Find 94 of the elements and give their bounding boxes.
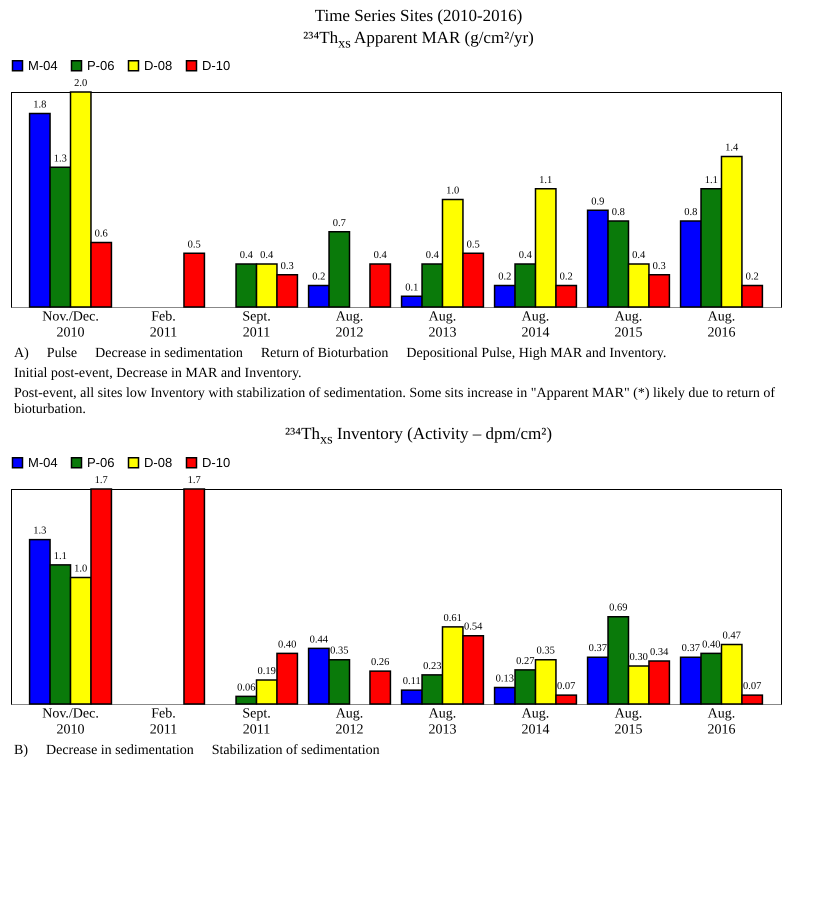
data-label: 0.9 (591, 196, 604, 208)
data-label: 1.7 (94, 474, 108, 486)
data-label: 0.07 (742, 680, 762, 692)
text: Stabilization of sedimentation (212, 742, 380, 759)
legend-label: P-06 (87, 454, 114, 470)
data-label: 1.8 (33, 100, 46, 111)
x-tick-label: Aug. 2014 (521, 706, 550, 738)
data-label: 0.44 (310, 634, 329, 646)
text: B) (14, 742, 28, 759)
x-tick-label: Aug. 2016 (707, 706, 736, 738)
data-label: 0.35 (536, 646, 555, 657)
bar (183, 252, 206, 308)
data-label: 1.4 (725, 142, 740, 154)
data-label: 0.34 (650, 646, 670, 658)
data-label: 0.2 (746, 272, 759, 283)
data-label: 0.2 (498, 272, 512, 283)
data-label: 0.19 (258, 666, 276, 677)
legend-label: D-10 (202, 454, 230, 470)
data-label: 0.26 (371, 656, 390, 668)
data-label: 0.11 (402, 676, 421, 687)
data-label: 1.1 (54, 550, 67, 562)
data-label: 0.4 (518, 250, 533, 262)
data-label: 0.8 (612, 207, 625, 218)
data-label: 0.13 (496, 673, 514, 684)
data-label: 0.4 (374, 250, 388, 262)
data-label: 0.54 (464, 621, 484, 632)
data-label: 0.4 (260, 250, 274, 262)
bar (369, 264, 392, 308)
data-label: 0.4 (240, 250, 254, 262)
legend-label: D-08 (144, 58, 172, 74)
text: A) (14, 346, 29, 362)
data-label: 0.7 (332, 218, 346, 230)
x-tick-label: Sept. 2011 (242, 706, 271, 738)
data-label: 0.40 (278, 639, 296, 650)
text: Return of Bioturbation (260, 346, 388, 362)
chart-title: Time Series Sites (2010-2016) (314, 6, 524, 26)
data-label: 1.0 (446, 186, 460, 197)
data-label: 0.61 (444, 612, 462, 624)
text: Decrease in sedimentation (46, 742, 194, 759)
chart-title: ²³⁴Th$_{xs}$ Inventory (Activity – dpm/cm²) (284, 424, 554, 449)
bar (369, 670, 392, 705)
data-label: 1.7 (188, 474, 201, 486)
data-label: 0.4 (426, 250, 440, 262)
x-tick-label: Nov./Dec. 2010 (42, 310, 99, 341)
data-label: 0.6 (94, 228, 108, 240)
data-label: 1.3 (54, 154, 67, 165)
data-label: 0.23 (423, 660, 442, 672)
data-label: 0.4 (632, 250, 646, 262)
data-label: 0.37 (682, 642, 700, 654)
x-tick-label: Feb. 2011 (150, 310, 178, 341)
x-tick-label: Aug. 2013 (428, 706, 456, 738)
data-label: 0.06 (237, 682, 256, 694)
data-label: 1.0 (74, 563, 88, 574)
x-tick-label: Sept. 2011 (242, 310, 271, 341)
data-label: 0.07 (556, 680, 576, 692)
data-label: 0.1 (405, 282, 418, 294)
data-label: 0.27 (516, 656, 534, 667)
x-tick-label: Aug. 2015 (614, 310, 642, 341)
x-tick-label: Aug. 2016 (707, 310, 736, 341)
data-label: 0.47 (722, 630, 741, 642)
legend-label: M-04 (28, 58, 58, 74)
data-label: 0.2 (312, 272, 326, 283)
data-label: 1.1 (704, 175, 718, 186)
data-label: 0.2 (560, 272, 573, 283)
text: Initial post-event, Decrease in MAR and Inventory. (14, 366, 302, 382)
legend-label: M-04 (28, 454, 58, 470)
data-label: 1.1 (539, 175, 552, 186)
legend-label: D-08 (144, 454, 172, 470)
x-tick-label: Aug. 2012 (336, 706, 364, 738)
x-tick-label: Feb. 2011 (150, 706, 178, 738)
data-label: 0.8 (684, 207, 698, 218)
text: Post-event, all sites low Inventory with stabilization of sedimentation. Some sits increase in "Apparent MAR" (*) likely due to return of bioturbation. (14, 386, 776, 418)
text: Depositional Pulse, High MAR and Inventory. (406, 346, 666, 362)
x-tick-label: Aug. 2012 (336, 310, 364, 341)
x-tick-label: Nov./Dec. 2010 (42, 706, 99, 738)
data-label: 0.5 (188, 240, 201, 251)
x-tick-label: Aug. 2013 (428, 310, 456, 341)
data-label: 0.30 (630, 652, 648, 663)
legend-label: P-06 (87, 58, 114, 74)
data-label: 0.3 (652, 261, 666, 272)
text: Pulse (46, 346, 78, 362)
legend-label: D-10 (202, 58, 230, 74)
data-label: 0.35 (330, 646, 348, 657)
data-label: 2.0 (74, 78, 88, 90)
data-label: 0.69 (609, 602, 628, 614)
data-label: 0.5 (466, 240, 480, 251)
data-label: 0.37 (588, 642, 607, 654)
data-label: 0.40 (702, 639, 720, 650)
data-label: 0.3 (280, 261, 294, 272)
x-tick-label: Aug. 2014 (521, 310, 550, 341)
chart-subtitle: ²³⁴Th$_{xs}$ Apparent MAR (g/cm²/yr) (302, 28, 535, 52)
text: Decrease in sedimentation (95, 346, 243, 362)
data-label: 1.3 (33, 525, 46, 536)
x-tick-label: Aug. 2015 (614, 706, 642, 738)
